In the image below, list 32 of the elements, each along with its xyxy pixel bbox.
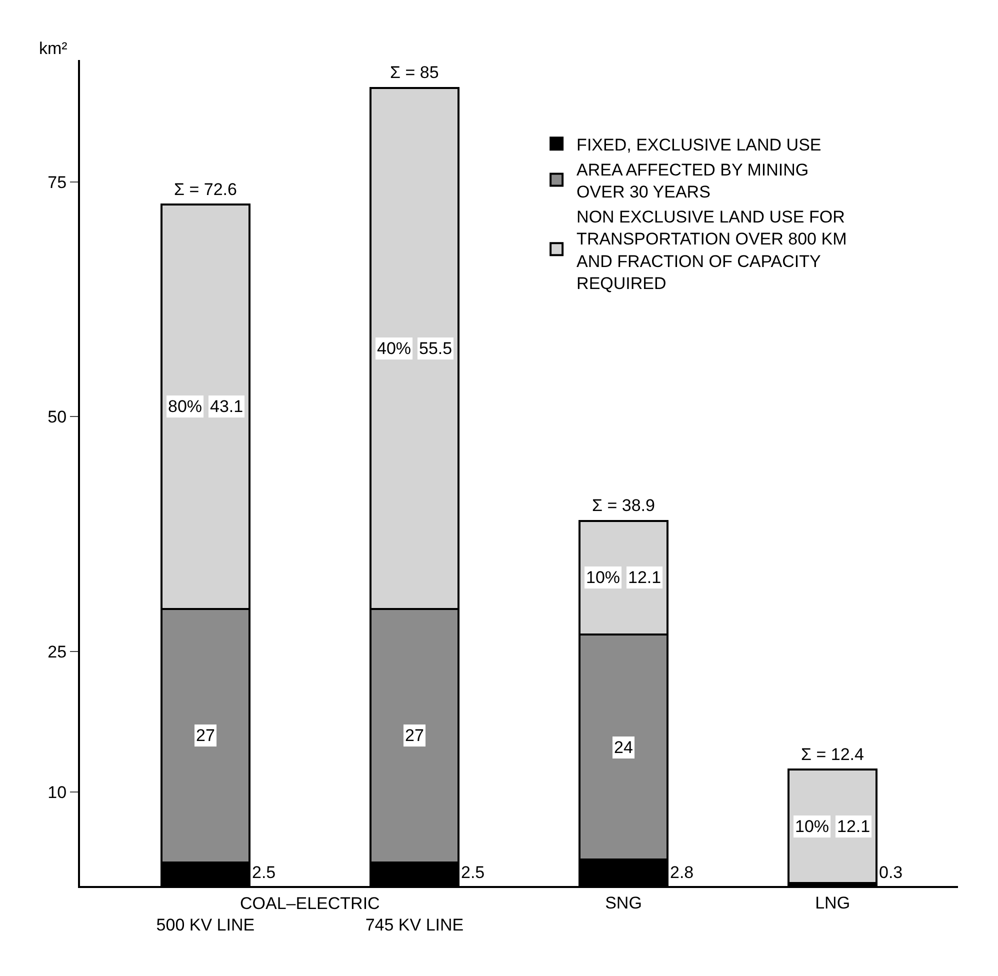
y-axis-title: km² (39, 39, 68, 58)
data-label: 12.1 (837, 817, 870, 836)
data-label: 0.3 (879, 863, 903, 882)
y-tick-label: 25 (48, 642, 67, 662)
data-label: 24 (614, 738, 633, 757)
data-label: 2.8 (670, 863, 694, 882)
legend-label: FIXED, EXCLUSIVE LAND USE (576, 135, 822, 154)
legend-label: NON EXCLUSIVE LAND USE FOR TRANSPORTATION OVER 800 KM AND FRACTION OF CAPACITY REQUIRED (576, 208, 847, 293)
data-label: 2.5 (252, 863, 276, 882)
total-label: Σ = 72.6 (174, 180, 237, 199)
data-label: 2.5 (461, 863, 485, 882)
x-tick-label: 745 KV LINE (365, 916, 464, 934)
total-label: Σ = 12.4 (801, 745, 864, 764)
data-label: 55.5 (419, 339, 452, 358)
total-label: Σ = 85 (390, 63, 439, 82)
x-tick-label: LNG (815, 893, 850, 912)
data-label: 12.1 (628, 568, 662, 587)
y-tick-label: 50 (48, 408, 67, 427)
y-tick-label: 75 (48, 172, 67, 192)
data-label: 27 (196, 726, 215, 745)
total-label: Σ = 38.9 (592, 496, 655, 515)
legend-label: AREA AFFECTED BY MINING OVER 30 YEARS (576, 160, 809, 202)
annotation: 40% (377, 339, 412, 358)
data-label: 27 (405, 726, 424, 745)
data-label: 43.1 (210, 397, 244, 416)
annotation: 10% (795, 817, 830, 836)
y-tick-label: 10 (48, 783, 67, 802)
text: COAL–ELECTRIC (240, 894, 380, 913)
x-tick-label: 500 KV LINE (156, 916, 255, 934)
x-tick-label: SNG (605, 893, 642, 912)
annotation: 10% (586, 568, 620, 587)
annotation: 80% (168, 397, 202, 416)
